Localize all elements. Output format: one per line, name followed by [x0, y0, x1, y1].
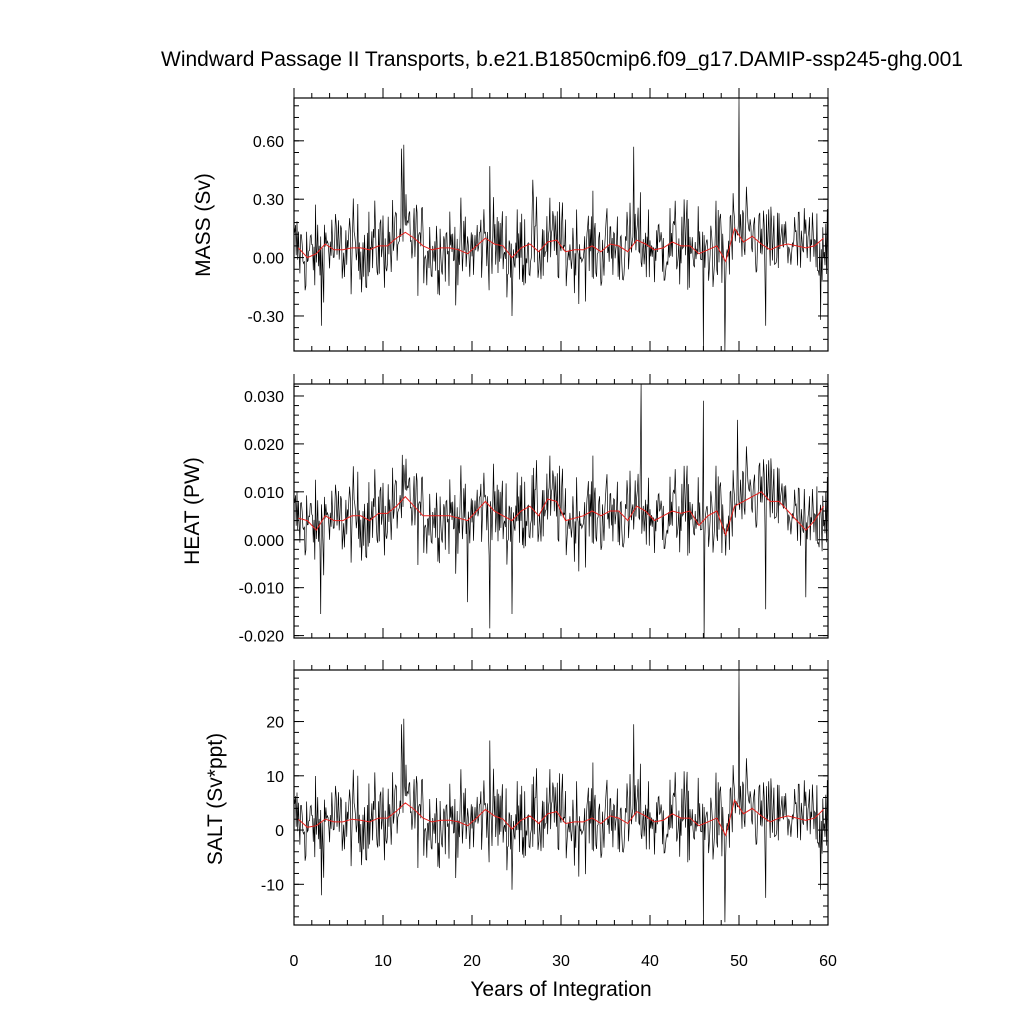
mass-annual-mean-line	[298, 227, 824, 263]
salt-y-tick-label: 20	[266, 715, 284, 732]
heat-panel: HEAT (PW) -0.020 -0.010 0.000 0.010 0.020 0.0…	[181, 374, 829, 646]
heat-y-tick-label: -0.020	[239, 629, 284, 646]
heat-y-tick-label: 0.030	[244, 389, 284, 406]
salt-monthly-line	[293, 669, 829, 926]
chart-title: Windward Passage II Transports, b.e21.B1…	[161, 48, 963, 71]
salt-panel: SALT (Sv*ppt) -10 0 10 20	[204, 660, 829, 926]
mass-y-tick-label: -0.30	[248, 309, 285, 326]
x-tick-label: 40	[641, 953, 659, 970]
x-tick-label: 60	[819, 953, 837, 970]
x-tick-label: 50	[730, 953, 748, 970]
mass-y-tick-label: 0.00	[253, 251, 284, 268]
x-axis-title: Years of Integration	[470, 978, 651, 1001]
salt-y-tick-label: 10	[266, 769, 284, 786]
heat-y-tick-label: 0.020	[244, 437, 284, 454]
heat-y-tick-label: 0.010	[244, 485, 284, 502]
salt-y-tick-label: -10	[261, 877, 284, 894]
mass-monthly-line	[293, 97, 829, 352]
heat-y-tick-label: -0.010	[239, 581, 284, 598]
x-tick-label: 30	[552, 953, 570, 970]
heat-annual-mean-line	[298, 491, 825, 537]
mass-panel: MASS (Sv) -0.30 0.00 0.30 0.60	[192, 88, 829, 352]
salt-annual-mean-line	[298, 798, 824, 837]
heat-y-tick-label: 0.000	[244, 533, 284, 550]
x-tick-label: 10	[374, 953, 392, 970]
salt-y-axis-title: SALT (Sv*ppt)	[204, 733, 227, 865]
mass-y-tick-label: 0.60	[253, 134, 284, 151]
x-tick-label: 20	[463, 953, 481, 970]
salt-y-tick-label: 0	[275, 823, 284, 840]
mass-y-axis-title: MASS (Sv)	[192, 173, 215, 277]
heat-monthly-line	[293, 383, 829, 639]
heat-y-axis-title: HEAT (PW)	[181, 457, 204, 565]
x-tick-label: 0	[290, 953, 299, 970]
mass-y-tick-label: 0.30	[253, 192, 284, 209]
